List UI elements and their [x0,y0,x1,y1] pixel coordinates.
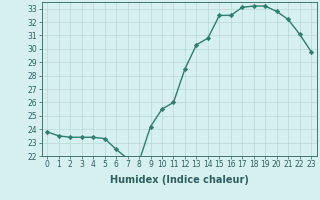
X-axis label: Humidex (Indice chaleur): Humidex (Indice chaleur) [110,175,249,185]
